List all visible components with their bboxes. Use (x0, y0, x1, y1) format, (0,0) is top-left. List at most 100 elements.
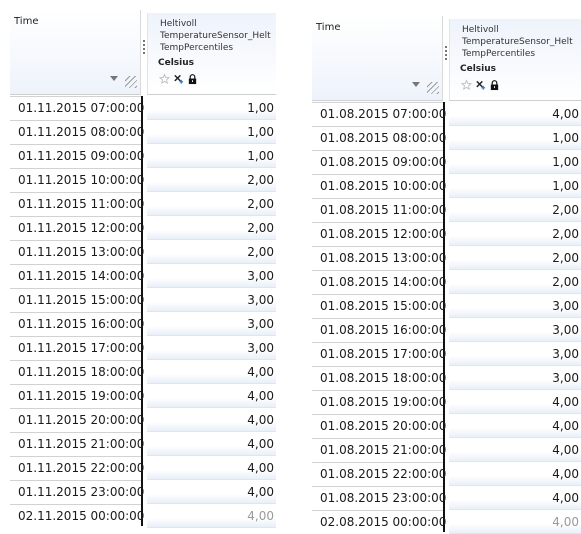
table-row-value[interactable]: 2,00 (449, 246, 581, 270)
table-row-time[interactable]: 01.11.2015 10:00:00 (10, 168, 145, 192)
table-row-time[interactable]: 01.11.2015 20:00:00 (10, 408, 144, 432)
table-row-value[interactable]: 3,00 (147, 264, 276, 288)
table-row-value[interactable]: 1,00 (449, 150, 581, 174)
table-row-time[interactable]: 01.11.2015 18:00:00 (10, 360, 144, 384)
table-row-time[interactable]: 01.08.2015 09:00:00 (312, 150, 446, 174)
table-row-value[interactable]: 1,00 (147, 96, 276, 120)
time-cell: 01.11.2015 10:00:00 (18, 173, 145, 187)
table-row-time[interactable]: 01.11.2015 19:00:00 (10, 384, 144, 408)
table-row-value[interactable]: 3,00 (147, 336, 276, 360)
value-cell: 2,00 (247, 245, 274, 259)
lock-icon[interactable] (187, 73, 198, 85)
table-row-value[interactable]: 4,00 (147, 432, 276, 456)
table-row-time[interactable]: 01.11.2015 13:00:00 (10, 240, 144, 264)
table-row-time[interactable]: 01.11.2015 14:00:00 (10, 264, 144, 288)
table-row-value[interactable]: 1,00 (147, 120, 276, 144)
table-row-time[interactable]: 01.08.2015 14:00:00 (312, 270, 446, 294)
table-row-value[interactable]: 4,00 (147, 456, 276, 480)
time-column-header[interactable]: Time (312, 16, 443, 101)
table-row-time[interactable]: 01.11.2015 08:00:00 (10, 120, 145, 144)
table-row-value[interactable]: 2,00 (147, 216, 276, 240)
resize-grip-icon[interactable] (125, 76, 137, 88)
table-row-time[interactable]: 01.08.2015 23:00:00 (312, 486, 446, 510)
table-row-time[interactable]: 01.11.2015 15:00:00 (10, 288, 144, 312)
value-cell: 2,00 (552, 203, 579, 217)
table-row-value[interactable]: 2,00 (147, 192, 276, 216)
remove-series-icon[interactable] (475, 79, 486, 91)
table-row-value[interactable]: 2,00 (449, 270, 581, 294)
value-cell: 1,00 (247, 125, 274, 139)
table-row-value[interactable]: 3,00 (449, 294, 581, 318)
table-row-value[interactable]: 4,00 (449, 102, 581, 126)
table-row-time[interactable]: 01.11.2015 22:00:00 (10, 456, 144, 480)
value-cell: 1,00 (552, 155, 579, 169)
remove-series-icon[interactable] (173, 73, 184, 85)
table-row-time[interactable]: 02.08.2015 00:00:00 (312, 510, 446, 534)
table-row-value[interactable]: 3,00 (147, 288, 276, 312)
table-row-time[interactable]: 01.11.2015 12:00:00 (10, 216, 144, 240)
table-row-time[interactable]: 01.08.2015 12:00:00 (312, 222, 446, 246)
value-cell: 4,00 (247, 461, 274, 475)
table-row-time[interactable]: 01.11.2015 17:00:00 (10, 336, 145, 360)
table-row-value[interactable]: 4,00 (449, 438, 581, 462)
column-splitter[interactable] (143, 40, 145, 56)
table-row-value[interactable]: 3,00 (449, 342, 581, 366)
table-row-time[interactable]: 01.08.2015 07:00:00 (312, 102, 446, 126)
table-row-value[interactable]: 4,00 (147, 480, 276, 504)
table-row-value[interactable]: 4,00 (449, 462, 581, 486)
time-cell: 01.11.2015 17:00:00 (18, 341, 145, 355)
table-row-value[interactable]: 2,00 (147, 240, 276, 264)
table-row-time[interactable]: 01.08.2015 17:00:00 (312, 342, 446, 366)
lock-icon[interactable] (489, 79, 500, 91)
value-column-header[interactable]: Heltivoll TemperatureSensor_Helt TempPer… (449, 19, 581, 101)
table-row-time[interactable]: 01.08.2015 19:00:00 (312, 390, 446, 414)
table-row-value[interactable]: 4,00 (147, 408, 276, 432)
table-row-time[interactable]: 01.08.2015 18:00:00 (312, 366, 446, 390)
table-row-time[interactable]: 01.08.2015 15:00:00 (312, 294, 446, 318)
table-row-time[interactable]: 01.08.2015 20:00:00 (312, 414, 446, 438)
value-cell: 3,00 (247, 341, 274, 355)
table-row-value[interactable]: 3,00 (449, 318, 581, 342)
table-row-value[interactable]: 3,00 (147, 312, 276, 336)
table-row-time[interactable]: 01.11.2015 09:00:00 (10, 144, 144, 168)
table-row-time[interactable]: 01.08.2015 16:00:00 (312, 318, 446, 342)
table-row-time[interactable]: 01.08.2015 10:00:00 (312, 174, 446, 198)
table-row-value[interactable]: 4,00 (147, 360, 276, 384)
table-row-value[interactable]: 4,00 (449, 486, 581, 510)
sort-down-icon[interactable] (412, 82, 420, 87)
table-row-time[interactable]: 01.08.2015 21:00:00 (312, 438, 446, 462)
table-row-value[interactable]: 2,00 (147, 168, 276, 192)
time-header-label: Time (316, 22, 341, 33)
time-cell: 01.11.2015 08:00:00 (18, 125, 145, 139)
table-row-value[interactable]: 2,00 (449, 222, 581, 246)
star-icon[interactable] (461, 79, 472, 91)
column-splitter[interactable] (445, 46, 447, 62)
table-row-value[interactable]: 4,00 (147, 384, 276, 408)
resize-grip-icon[interactable] (427, 82, 439, 94)
table-row-time[interactable]: 01.08.2015 22:00:00 (312, 462, 446, 486)
table-row-value[interactable]: 1,00 (147, 144, 276, 168)
table-row-time[interactable]: 01.11.2015 16:00:00 (10, 312, 144, 336)
table-row-value[interactable]: 3,00 (449, 366, 581, 390)
star-icon[interactable] (159, 73, 170, 85)
table-row-value[interactable]: 2,00 (449, 198, 581, 222)
table-row-time[interactable]: 02.11.2015 00:00:00 (10, 504, 144, 528)
table-row-time[interactable]: 01.08.2015 11:00:00 (312, 198, 446, 222)
table-row-time[interactable]: 01.11.2015 07:00:00 (10, 96, 144, 120)
table-row-value[interactable]: 4,00 (449, 414, 581, 438)
value-column-header[interactable]: Heltivoll TemperatureSensor_Helt TempPer… (147, 13, 276, 95)
table-row-time[interactable]: 01.11.2015 21:00:00 (10, 432, 144, 456)
time-cell: 01.08.2015 08:00:00 (320, 131, 447, 145)
table-row-value[interactable]: 4,00 (147, 504, 276, 528)
table-row-time[interactable]: 01.11.2015 23:00:00 (10, 480, 144, 504)
table-row-value[interactable]: 1,00 (449, 174, 581, 198)
table-row-time[interactable]: 01.11.2015 11:00:00 (10, 192, 144, 216)
table-row-time[interactable]: 01.08.2015 13:00:00 (312, 246, 446, 270)
value-cell: 2,00 (552, 227, 579, 241)
table-row-value[interactable]: 4,00 (449, 390, 581, 414)
table-row-value[interactable]: 4,00 (449, 510, 581, 534)
table-row-value[interactable]: 1,00 (449, 126, 581, 150)
time-column-header[interactable]: Time (10, 10, 141, 95)
sort-down-icon[interactable] (110, 76, 118, 81)
table-row-time[interactable]: 01.08.2015 08:00:00 (312, 126, 447, 150)
